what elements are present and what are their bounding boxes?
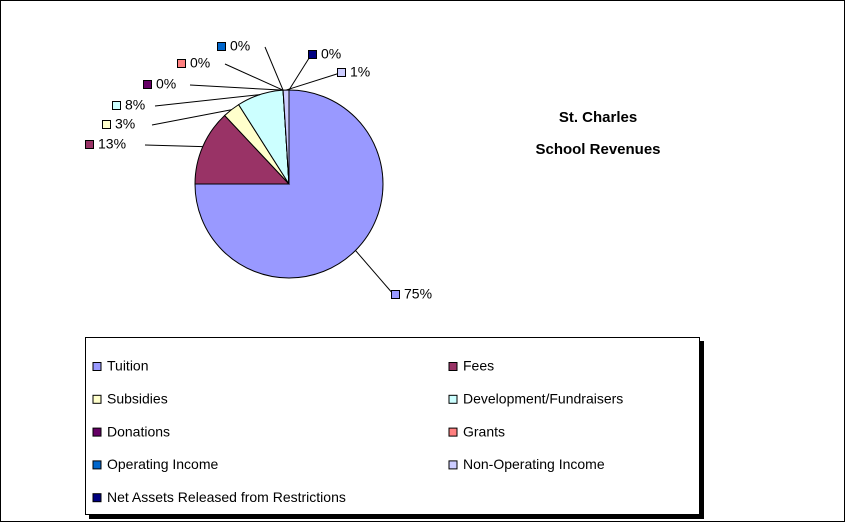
legend-label: Development/Fundraisers	[463, 391, 623, 407]
data-label: 0%	[156, 76, 176, 92]
legend-label: Donations	[107, 423, 170, 439]
legend-label: Fees	[463, 358, 494, 374]
legend-swatch	[92, 460, 102, 470]
legend-label: Grants	[463, 423, 505, 439]
leader-line	[264, 46, 284, 91]
label-swatch	[112, 101, 121, 110]
legend	[85, 337, 700, 515]
label-swatch	[177, 59, 186, 68]
leader-line	[355, 250, 395, 296]
leader-line	[144, 144, 203, 148]
label-swatch	[308, 50, 317, 59]
data-label: 3%	[115, 116, 135, 132]
legend-swatch	[448, 460, 458, 470]
data-label: 0%	[321, 46, 341, 62]
data-label: 0%	[230, 38, 250, 54]
label-swatch	[143, 80, 152, 89]
label-swatch	[337, 68, 346, 77]
data-label: 8%	[125, 97, 145, 113]
leader-line	[189, 84, 284, 91]
label-swatch	[391, 290, 400, 299]
label-swatch	[85, 140, 94, 149]
legend-label: Tuition	[107, 358, 149, 374]
data-label: 1%	[350, 64, 370, 80]
legend-label: Non-Operating Income	[463, 456, 605, 472]
legend-swatch	[92, 362, 102, 371]
legend-swatch	[92, 493, 102, 503]
leader-line	[224, 63, 284, 91]
legend-label: Operating Income	[107, 456, 218, 472]
data-label: 75%	[404, 286, 432, 302]
leader-line	[151, 109, 232, 126]
label-swatch	[217, 42, 226, 51]
pie-slice	[194, 114, 291, 185]
legend-label: Net Assets Released from Restrictions	[107, 489, 346, 505]
legend-swatch	[448, 394, 458, 404]
label-swatch	[102, 120, 111, 129]
pie-slice	[194, 89, 384, 279]
leader-line	[288, 54, 312, 91]
legend-swatch	[448, 427, 458, 437]
legend-swatch	[92, 394, 102, 404]
data-label: 13%	[98, 136, 126, 152]
leader-line	[285, 72, 341, 91]
legend-swatch	[92, 427, 102, 437]
legend-swatch	[448, 362, 458, 371]
chart-title: School Revenues	[535, 141, 660, 158]
leader-line	[154, 94, 261, 107]
legend-label: Subsidies	[107, 391, 168, 407]
data-label: 0%	[190, 55, 210, 71]
chart-title: St. Charles	[559, 109, 637, 126]
